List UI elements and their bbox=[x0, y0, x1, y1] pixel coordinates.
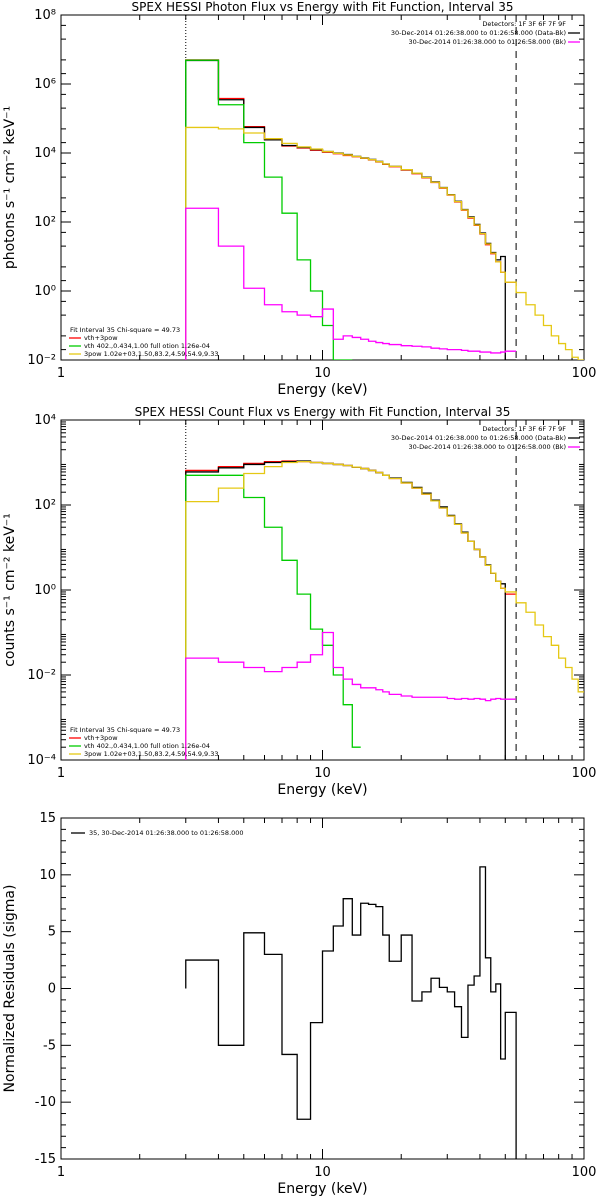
series-group bbox=[185, 866, 517, 1159]
y-tick-label: -5 bbox=[43, 1038, 56, 1053]
x-tick-label: 1 bbox=[57, 366, 65, 381]
x-tick-label: 10 bbox=[314, 366, 331, 381]
y-tick-label: 10 bbox=[39, 868, 56, 883]
fit-info-text: vth+3pow bbox=[84, 734, 118, 742]
x-axis-label: Energy (keV) bbox=[277, 382, 367, 398]
y-tick-label: 10⁰ bbox=[34, 583, 56, 598]
series-line bbox=[185, 460, 517, 760]
header-text: 30-Dec-2014 01:26:38.000 to 01:26:58.000… bbox=[391, 434, 566, 442]
header-text: 30-Dec-2014 01:26:38.000 to 01:26:58.000… bbox=[409, 443, 567, 451]
fit-info-text: Fit Interval 35 Chi-square = 49.73 bbox=[70, 326, 180, 334]
fit-info-text: vth+3pow bbox=[84, 334, 118, 342]
y-tick-label: 10⁴ bbox=[34, 413, 56, 428]
series-group bbox=[185, 460, 584, 760]
x-tick-label: 10 bbox=[314, 766, 331, 781]
y-tick-label: 0 bbox=[48, 982, 56, 997]
y-tick-label: 10⁶ bbox=[34, 77, 56, 92]
y-axis-label: Normalized Residuals (sigma) bbox=[2, 885, 18, 1093]
chart-title: SPEX HESSI Count Flux vs Energy with Fit… bbox=[135, 405, 511, 419]
fit-info-text: vth 402.,0.434,1.00 full otion 1.26e-04 bbox=[84, 742, 210, 750]
y-tick-label: 10⁰ bbox=[34, 284, 56, 299]
header-text: 30-Dec-2014 01:26:38.000 to 01:26:58.000… bbox=[391, 29, 566, 37]
header-text: 30-Dec-2014 01:26:38.000 to 01:26:58.000… bbox=[409, 38, 567, 46]
y-tick-label: 10² bbox=[34, 498, 56, 513]
series-line bbox=[185, 207, 517, 360]
chart-panel-3: 1 10 100 -15 -10 -5 0 5 10 15 Energy (keV) Normaliz… bbox=[2, 811, 596, 1197]
y-tick-label: -10 bbox=[35, 1095, 56, 1110]
fit-info-text: 3pow 1.02e+03,1.50,83.2,4.59,54.9,9.33 bbox=[84, 350, 219, 358]
series-line bbox=[185, 460, 517, 760]
x-tick-label: 100 bbox=[572, 1165, 597, 1180]
x-tick-label: 100 bbox=[572, 366, 597, 381]
series-line bbox=[185, 631, 517, 760]
chart-panel-2: 1 10 100 10⁻⁴ 10⁻² 10⁰ 10² 10⁴ SPEX HESSI Count … bbox=[2, 405, 596, 798]
legend-text: 35, 30-Dec-2014 01:26:38.000 to 01:26:58… bbox=[89, 829, 244, 837]
y-axis-label: counts s⁻¹ cm⁻² keV⁻¹ bbox=[2, 513, 18, 667]
y-tick-label: 10⁸ bbox=[34, 8, 56, 23]
fit-info-text: Fit Interval 35 Chi-square = 49.73 bbox=[70, 726, 180, 734]
fit-info-text: 3pow 1.02e+03,1.50,83.2,4.59,54.9,9.33 bbox=[84, 750, 219, 758]
chart-panel-1: 1 10 100 10⁻² 10⁰ 10² 10⁴ 10⁶ 10⁸ SPEX HESSI Phot… bbox=[2, 0, 596, 398]
series-line bbox=[185, 59, 353, 360]
x-axis-label: Energy (keV) bbox=[277, 1181, 367, 1197]
series-group bbox=[185, 59, 584, 360]
y-axis-label: photons s⁻¹ cm⁻² keV⁻¹ bbox=[2, 106, 18, 269]
y-tick-label: 10⁻² bbox=[27, 353, 56, 368]
series-line bbox=[185, 474, 361, 760]
series-line bbox=[185, 460, 584, 760]
x-tick-label: 1 bbox=[57, 766, 65, 781]
x-tick-label: 100 bbox=[572, 766, 597, 781]
y-tick-label: 5 bbox=[48, 925, 56, 940]
chart-title: SPEX HESSI Photon Flux vs Energy with Fi… bbox=[132, 0, 514, 14]
y-tick-label: 10² bbox=[34, 215, 56, 230]
x-tick-label: 1 bbox=[57, 1165, 65, 1180]
series-line bbox=[185, 866, 517, 1159]
x-tick-label: 10 bbox=[314, 1165, 331, 1180]
header-text: Detectors: 1F 3F 6F 7F 9F bbox=[482, 20, 566, 28]
y-tick-label: 10⁴ bbox=[34, 146, 56, 161]
y-tick-label: 10⁻² bbox=[27, 668, 56, 683]
series-line bbox=[185, 126, 584, 360]
fit-info-text: vth 402.,0.434,1.00 full otion 1.26e-04 bbox=[84, 342, 210, 350]
header-text: Detectors: 1F 3F 6F 7F 9F bbox=[482, 425, 566, 433]
y-tick-label: 15 bbox=[39, 811, 56, 826]
y-tick-label: -15 bbox=[35, 1152, 56, 1167]
x-axis-label: Energy (keV) bbox=[277, 782, 367, 798]
y-tick-label: 10⁻⁴ bbox=[27, 753, 56, 768]
